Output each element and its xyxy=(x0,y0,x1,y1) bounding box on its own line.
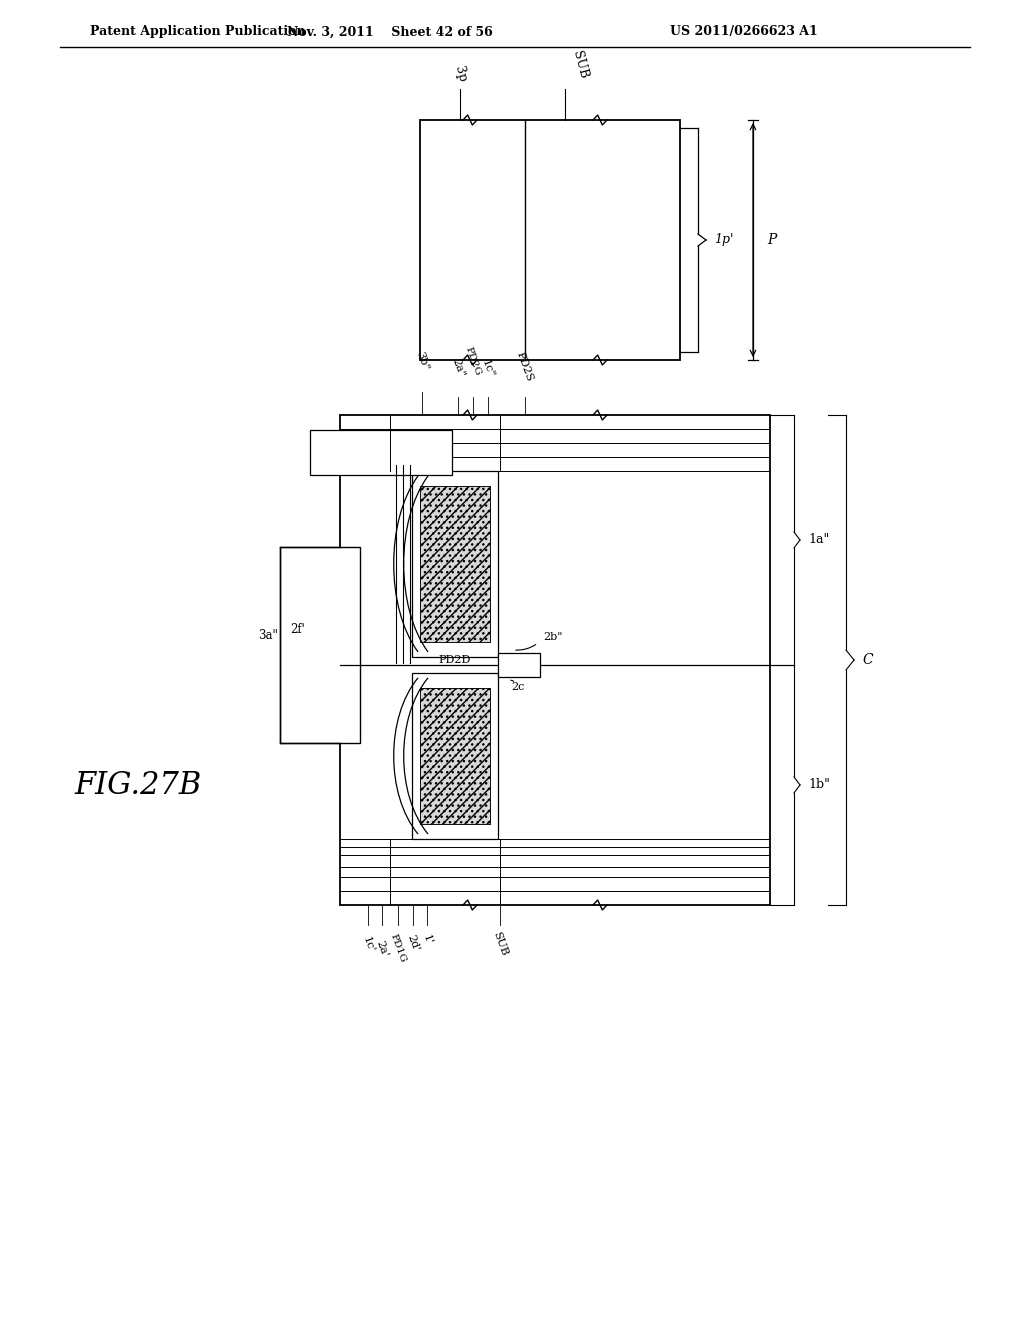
Text: 2d': 2d' xyxy=(406,933,421,953)
Text: Nov. 3, 2011    Sheet 42 of 56: Nov. 3, 2011 Sheet 42 of 56 xyxy=(287,25,493,38)
Bar xyxy=(340,414,770,906)
Text: SUB: SUB xyxy=(492,931,509,957)
Text: US 2011/0266623 A1: US 2011/0266623 A1 xyxy=(670,25,818,38)
Text: P: P xyxy=(767,234,776,247)
Bar xyxy=(420,688,490,824)
Text: 2a': 2a' xyxy=(375,939,389,958)
Bar xyxy=(420,120,680,360)
Text: 3b": 3b" xyxy=(414,350,430,372)
Bar xyxy=(310,430,452,475)
Text: 3a": 3a" xyxy=(258,630,278,642)
Text: C: C xyxy=(862,653,872,667)
Text: 1p': 1p' xyxy=(714,234,733,247)
Text: 1b": 1b" xyxy=(808,779,829,792)
Text: 1c': 1c' xyxy=(360,935,376,954)
Text: 2b": 2b" xyxy=(543,632,562,642)
Text: PD2S: PD2S xyxy=(515,350,535,383)
Text: 3p: 3p xyxy=(452,65,468,84)
Text: PD2D: PD2D xyxy=(439,655,471,665)
Text: PD2G: PD2G xyxy=(464,346,482,378)
Text: FIG.27B: FIG.27B xyxy=(75,770,202,800)
Text: Patent Application Publication: Patent Application Publication xyxy=(90,25,305,38)
Bar xyxy=(420,486,490,642)
Text: 2a": 2a" xyxy=(451,358,466,379)
Bar xyxy=(498,653,540,677)
Bar xyxy=(412,471,498,657)
Text: PD1G: PD1G xyxy=(389,933,408,965)
Bar xyxy=(420,688,490,824)
Text: 1c": 1c" xyxy=(480,358,496,379)
Text: 2f': 2f' xyxy=(291,623,305,636)
Text: 1a": 1a" xyxy=(808,533,829,546)
Text: 2c: 2c xyxy=(511,682,524,692)
Bar xyxy=(412,673,498,840)
Text: 1': 1' xyxy=(421,933,433,946)
Bar xyxy=(420,486,490,642)
Bar xyxy=(280,548,360,743)
Text: SUB: SUB xyxy=(570,49,590,81)
